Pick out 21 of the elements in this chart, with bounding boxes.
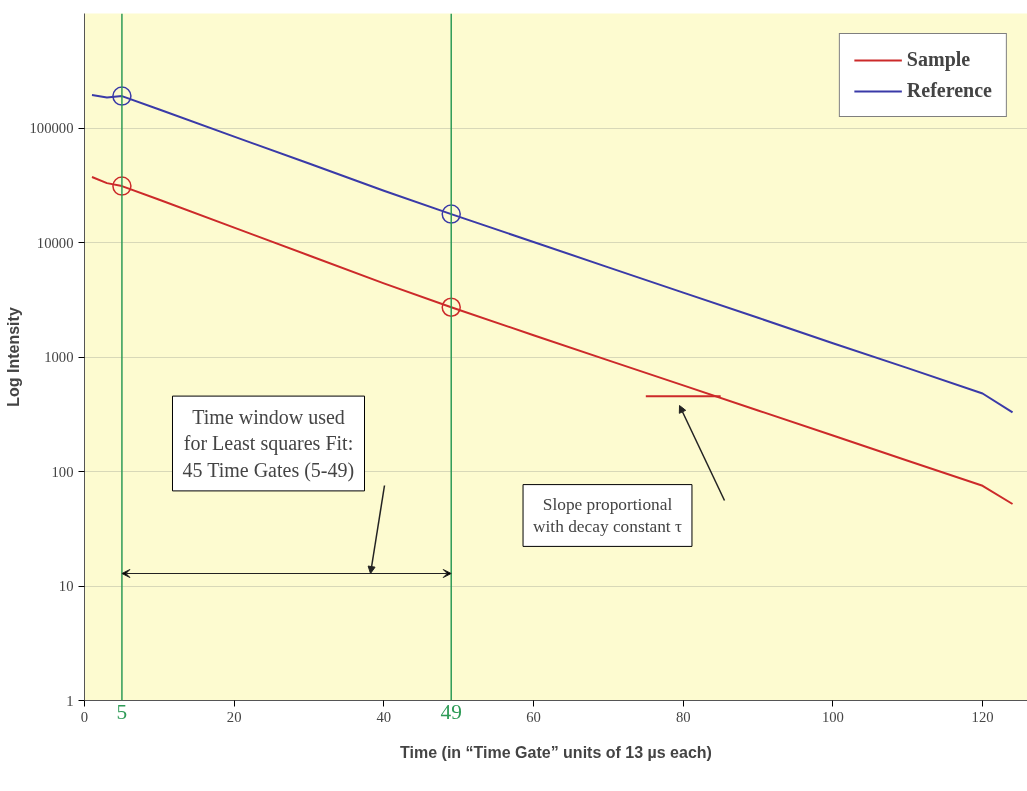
y-tick-label: 10 <box>58 578 74 594</box>
ref-line-label: 49 <box>440 699 462 724</box>
x-tick-label: 120 <box>971 708 994 725</box>
x-tick-label: 40 <box>376 708 392 725</box>
annotation: Slope proportional with decay constant τ <box>533 494 682 537</box>
legend-label: Sample <box>906 48 971 71</box>
y-tick-label: 10000 <box>36 234 74 251</box>
x-tick-label: 0 <box>80 708 89 725</box>
y-tick-label: 100000 <box>29 120 74 136</box>
annotation: Time window used for Least squares Fit: 45 Time Gates (5-49) <box>182 406 355 482</box>
x-tick-label: 20 <box>226 708 242 725</box>
x-tick-label: 100 <box>821 708 844 725</box>
ref-line-label: 5 <box>116 699 128 724</box>
y-tick-label: 1 <box>66 692 74 709</box>
x-tick-label: 80 <box>675 708 691 725</box>
y-tick-label: 1000 <box>44 349 74 365</box>
legend-label: Reference <box>906 79 992 102</box>
x-tick-label: 60 <box>526 708 541 725</box>
x-axis-title: Time (in “Time Gate” units of 13 µs each) <box>400 743 712 761</box>
y-axis-title: Log Intensity <box>4 307 22 407</box>
y-tick-label: 100 <box>51 463 74 480</box>
